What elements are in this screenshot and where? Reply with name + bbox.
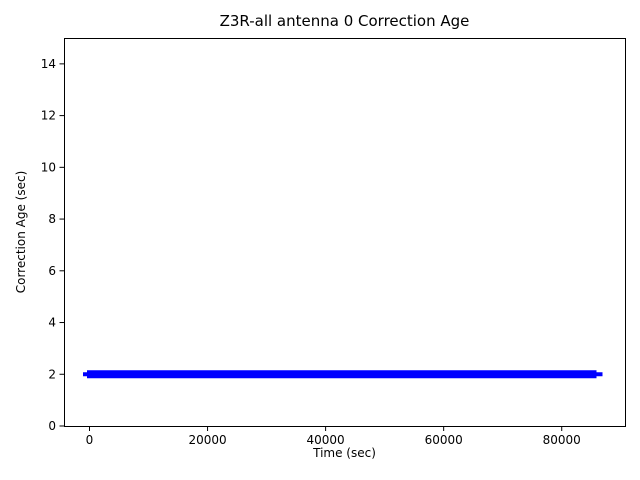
y-tick-label: 4 — [48, 316, 56, 330]
x-tick-label: 60000 — [425, 433, 463, 447]
y-tick-label: 10 — [41, 160, 56, 174]
y-tick-label: 14 — [41, 57, 56, 71]
x-tick-label: 20000 — [188, 433, 226, 447]
x-tick-label: 80000 — [543, 433, 581, 447]
y-tick-label: 8 — [48, 212, 56, 226]
y-tick-label: 6 — [48, 264, 56, 278]
x-tick-label: 0 — [86, 433, 94, 447]
y-tick-label: 0 — [48, 419, 56, 433]
plot-frame — [64, 38, 626, 427]
x-tick-label: 40000 — [307, 433, 345, 447]
y-tick-label: 2 — [48, 367, 56, 381]
x-axis-label: Time (sec) — [313, 446, 376, 460]
chart-title: Z3R-all antenna 0 Correction Age — [219, 12, 470, 30]
y-axis-label: Correction Age (sec) — [14, 170, 28, 294]
y-tick-label: 12 — [41, 109, 56, 123]
